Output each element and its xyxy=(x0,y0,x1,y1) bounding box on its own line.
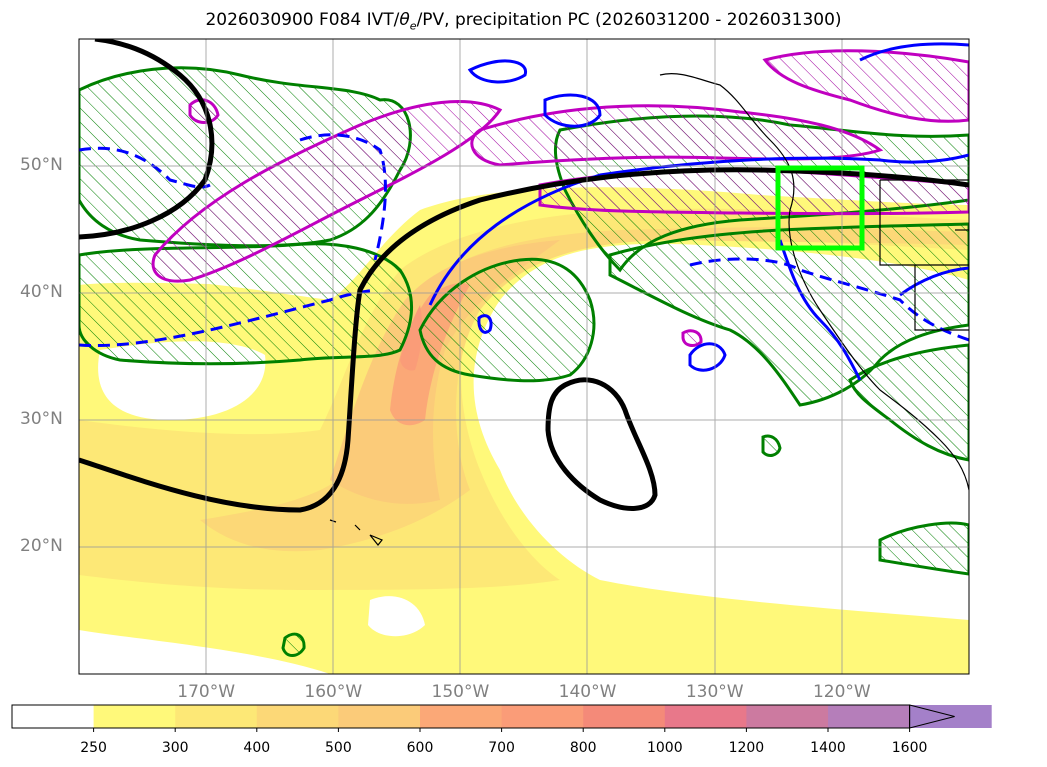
lat-label: 30°N xyxy=(20,409,63,429)
colorbar-tick-label: 1000 xyxy=(646,740,683,756)
colorbar-tick-label: 800 xyxy=(569,740,597,756)
lon-label: 130°W xyxy=(685,682,744,702)
coastlines xyxy=(329,73,969,546)
map-frame xyxy=(78,38,970,675)
colorbar-tick-label: 700 xyxy=(488,740,515,756)
colorbar-tick-label: 400 xyxy=(243,740,271,756)
colorbar xyxy=(11,704,992,732)
colorbar-tick-label: 1600 xyxy=(891,740,928,756)
colorbar-tick-label: 250 xyxy=(80,740,107,756)
gridlines xyxy=(79,39,969,674)
colorbar-swatch xyxy=(664,705,747,728)
colorbar-swatch xyxy=(746,705,829,728)
colorbar-swatch xyxy=(828,705,911,728)
highlight-box xyxy=(775,165,865,251)
colorbar-tick-label: 300 xyxy=(161,740,189,756)
lon-label: 160°W xyxy=(304,682,363,702)
colorbar-swatch xyxy=(12,705,95,728)
colorbar-swatch xyxy=(583,705,666,728)
lat-label: 50°N xyxy=(20,155,63,175)
colorbar-swatch xyxy=(338,705,421,728)
lon-label: 150°W xyxy=(431,682,490,702)
colorbar-swatch xyxy=(501,705,584,728)
theta-e-dashed-contours xyxy=(79,133,969,348)
lat-label: 20°N xyxy=(20,536,63,556)
colorbar-tick-label: 500 xyxy=(325,740,352,756)
map-title: 2026030900 F084 IVT/θe/PV, precipitation… xyxy=(205,10,842,33)
lon-label: 140°W xyxy=(558,682,617,702)
colorbar-swatch xyxy=(175,705,258,728)
colorbar-outline xyxy=(11,704,911,729)
pv-contours xyxy=(79,39,969,513)
lat-label: 40°N xyxy=(20,282,63,302)
lon-label: 120°W xyxy=(812,682,871,702)
colorbar-swatch xyxy=(93,705,176,728)
colorbar-tick-label: 600 xyxy=(406,740,434,756)
colorbar-tick-label: 1200 xyxy=(728,740,765,756)
lon-label: 170°W xyxy=(177,682,236,702)
colorbar-swatch xyxy=(420,705,503,728)
colorbar-tick-label: 1400 xyxy=(810,740,846,756)
colorbar-swatch xyxy=(256,705,339,728)
